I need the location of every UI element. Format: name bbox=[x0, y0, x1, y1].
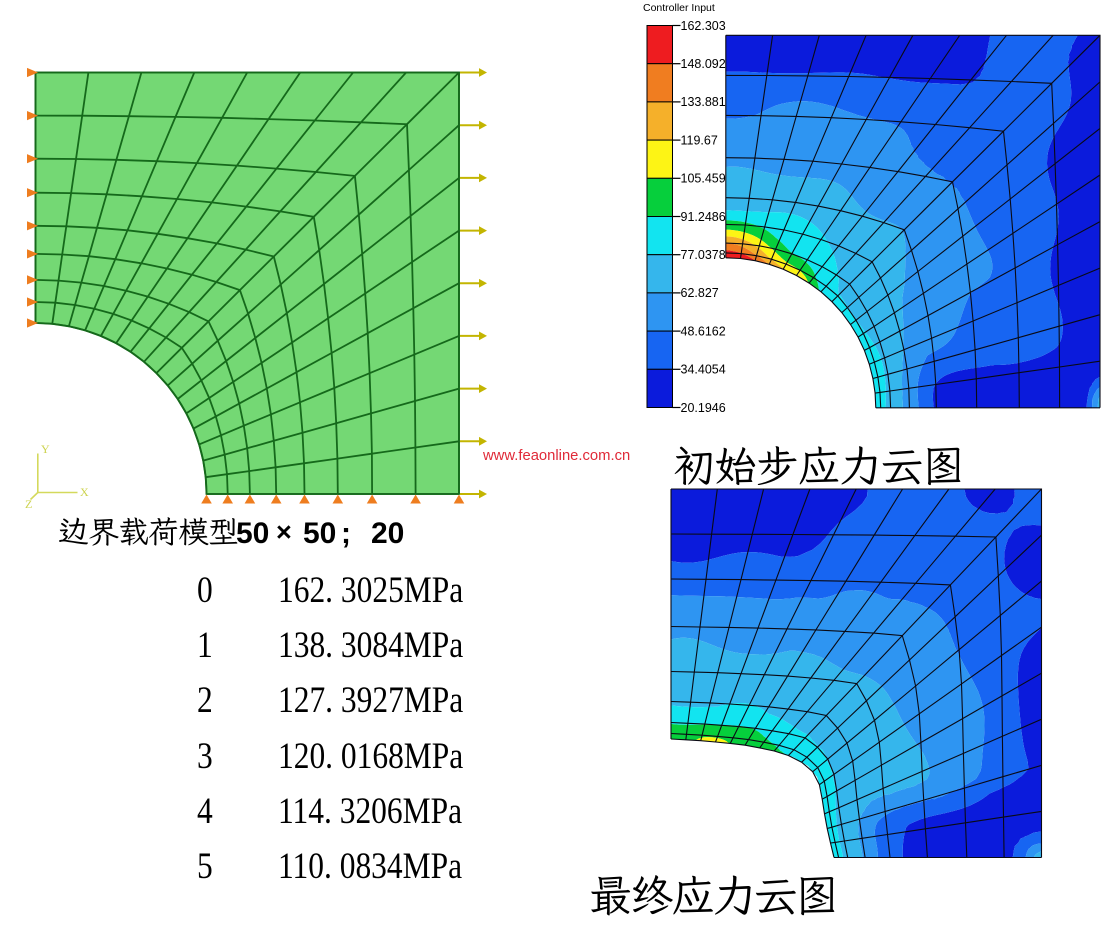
svg-text:62.827: 62.827 bbox=[681, 286, 719, 300]
svg-text:Z: Z bbox=[25, 497, 32, 511]
svg-text:X: X bbox=[80, 485, 89, 499]
svg-text:148.092: 148.092 bbox=[681, 57, 726, 71]
svg-text:119.67: 119.67 bbox=[681, 133, 718, 147]
svg-text:Y: Y bbox=[41, 442, 50, 456]
svg-text:91.2486: 91.2486 bbox=[681, 210, 726, 224]
svg-text:20.1946: 20.1946 bbox=[681, 401, 726, 415]
svg-text:48.6162: 48.6162 bbox=[681, 324, 726, 338]
svg-text:34.4054: 34.4054 bbox=[681, 363, 726, 377]
svg-text:Controller Input: Controller Input bbox=[643, 2, 715, 14]
svg-text:162.303: 162.303 bbox=[681, 19, 726, 33]
svg-text:105.459: 105.459 bbox=[681, 172, 726, 186]
svg-text:77.0378: 77.0378 bbox=[681, 248, 726, 262]
svg-text:133.881: 133.881 bbox=[681, 95, 726, 109]
